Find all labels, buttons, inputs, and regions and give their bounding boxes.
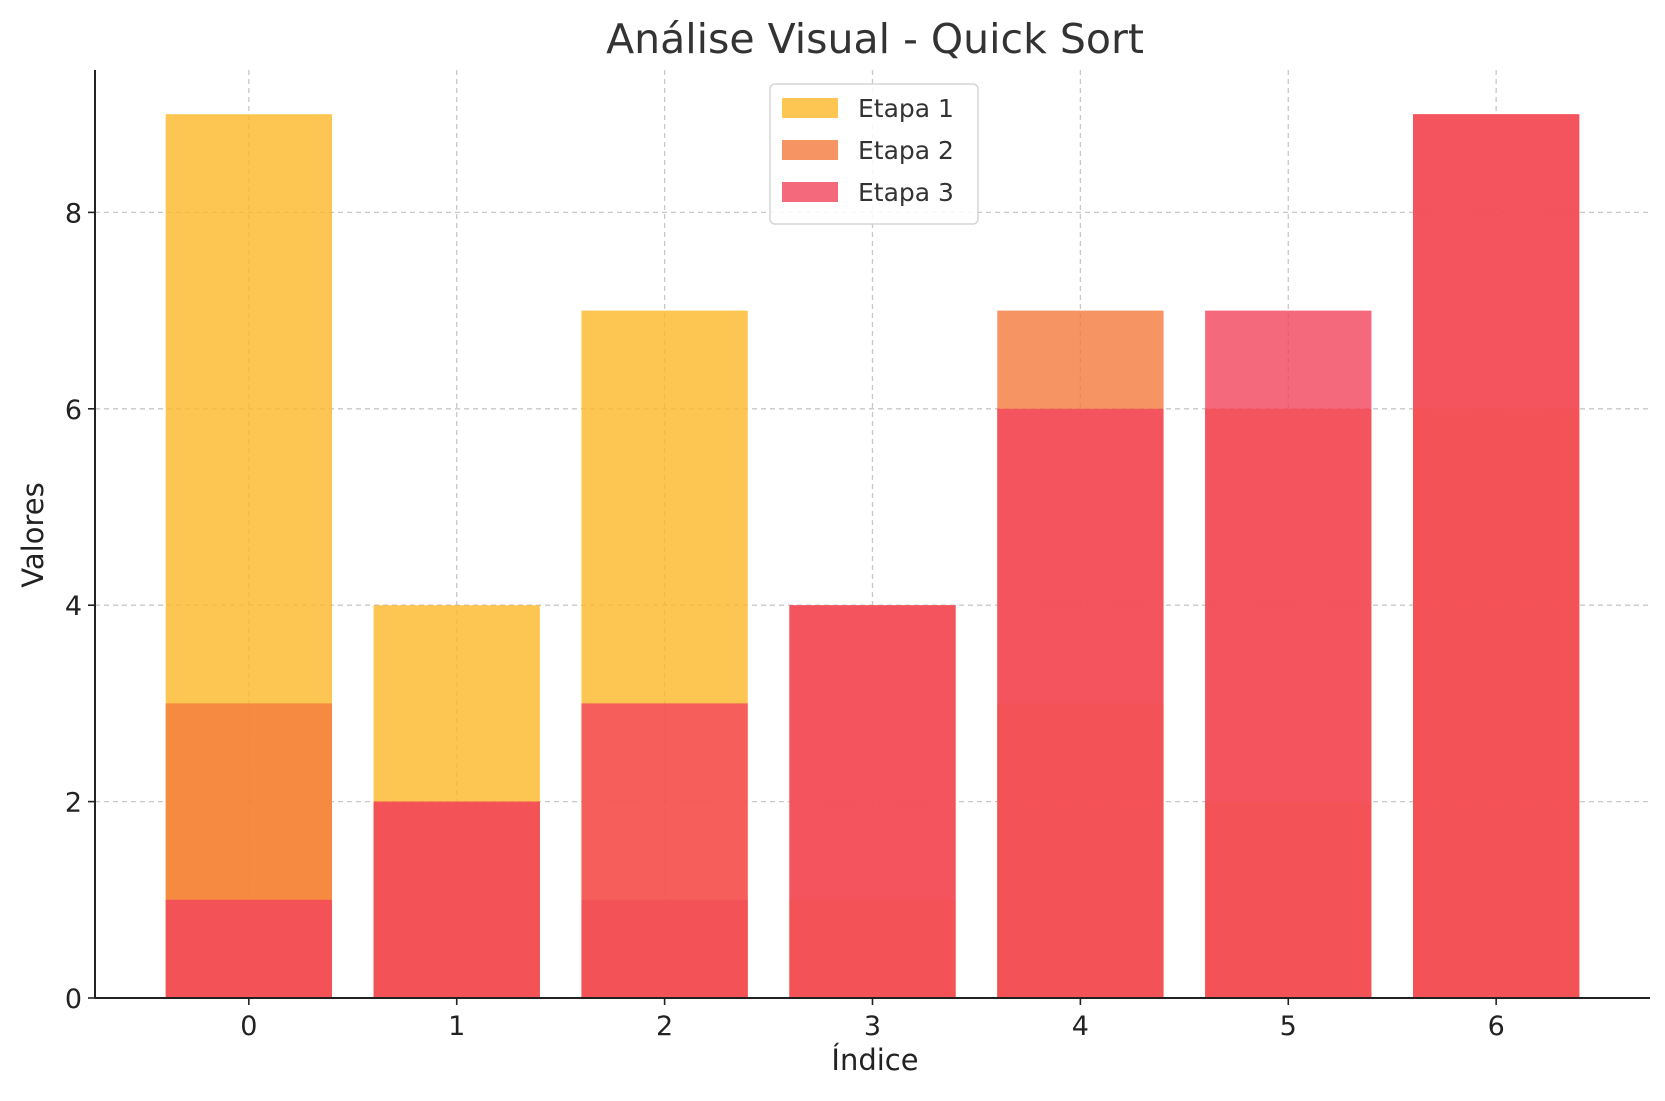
bars [165,114,1580,998]
legend-label: Etapa 1 [858,94,954,123]
legend-swatch [782,140,838,160]
x-tick-label: 1 [448,1011,465,1042]
x-axis-label: Índice [831,1043,918,1077]
bar-series-3-index-2 [581,703,748,998]
bar-series-3-index-6 [1413,114,1580,998]
y-tick-label: 6 [65,395,82,426]
legend-swatch [782,98,838,118]
y-tick-label: 8 [65,198,82,229]
bar-series-3-index-1 [373,801,540,998]
x-tick-label: 4 [1072,1011,1089,1042]
x-tick-label: 0 [240,1011,257,1042]
legend: Etapa 1 Etapa 2 Etapa 3 [769,83,979,225]
tick-labels: 0 1 2 3 4 5 6 0 2 4 6 8 [65,198,1505,1042]
x-tick-label: 3 [864,1011,881,1042]
x-tick-label: 5 [1280,1011,1297,1042]
legend-label: Etapa 3 [858,178,954,207]
bar-series-3-index-4 [997,408,1164,998]
y-tick-label: 4 [65,591,82,622]
bar-series-3-index-5 [1205,310,1372,998]
legend-label: Etapa 2 [858,136,954,165]
y-tick-label: 2 [65,788,82,819]
x-tick-label: 2 [656,1011,673,1042]
legend-swatch [782,182,838,202]
chart-title: Análise Visual - Quick Sort [606,15,1144,63]
y-axis-label: Valores [16,482,50,587]
y-tick-label: 0 [65,984,82,1015]
bar-series-3-index-3 [789,605,956,998]
bar-series-3-index-0 [165,899,332,998]
x-tick-label: 6 [1488,1011,1505,1042]
